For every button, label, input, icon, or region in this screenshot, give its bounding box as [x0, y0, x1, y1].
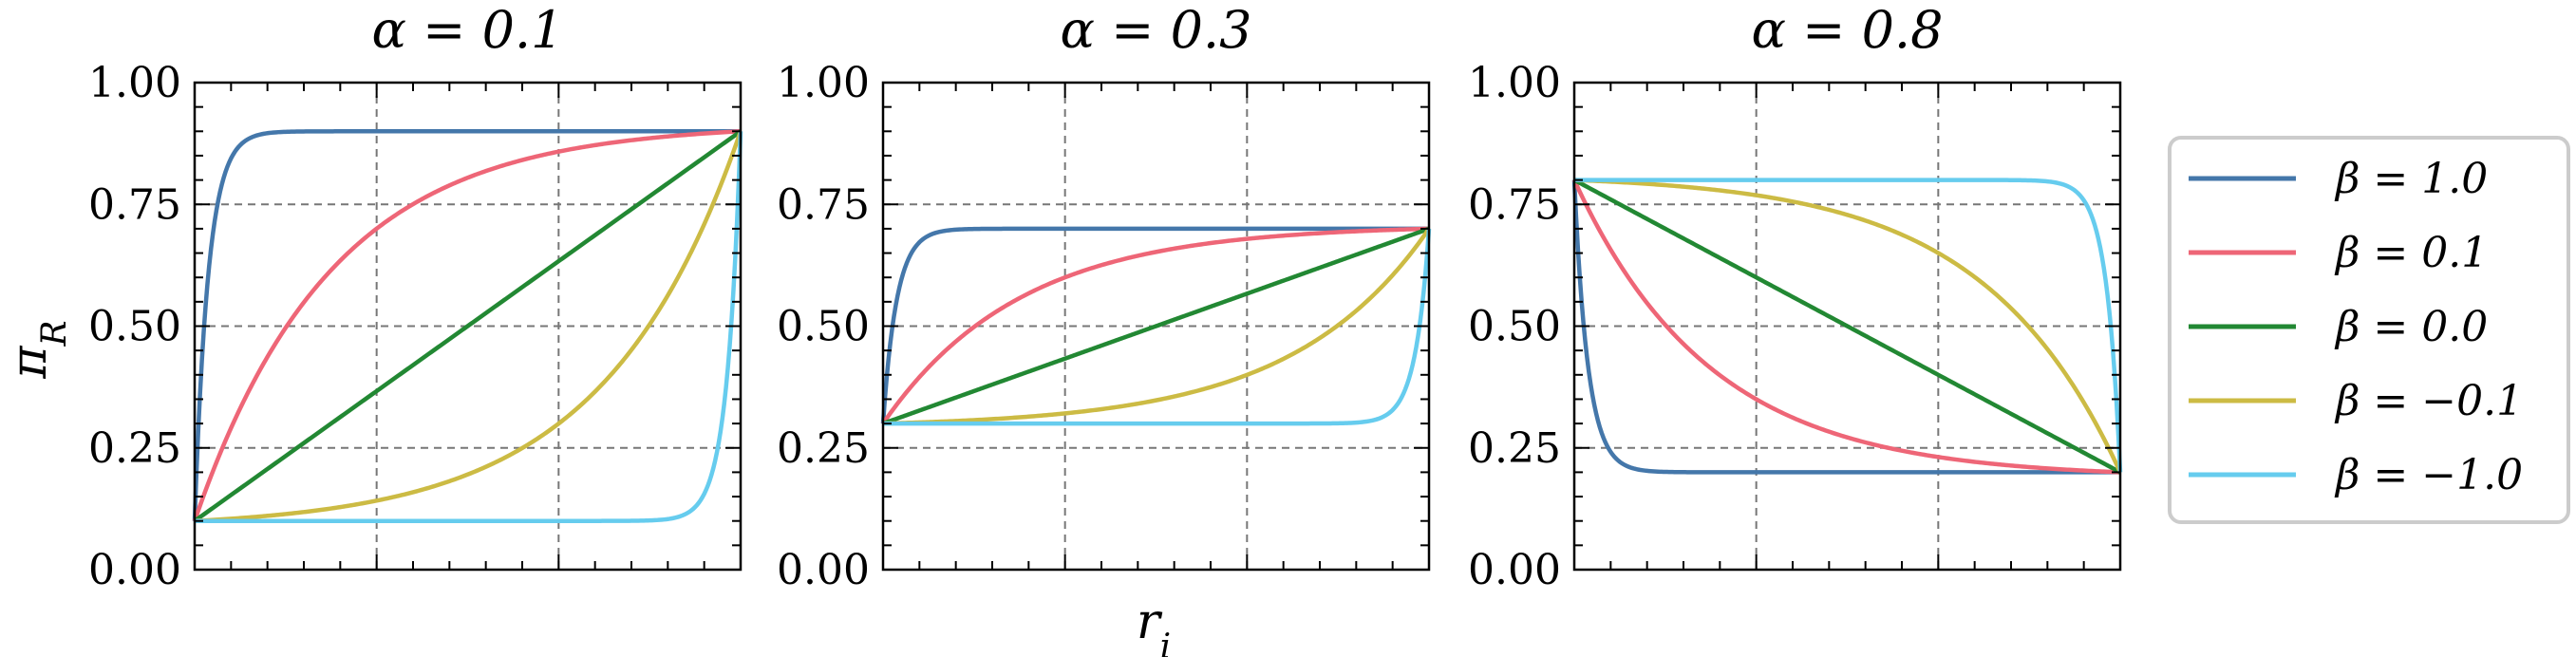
series-line-beta--1: [195, 131, 743, 523]
panel-2: α = 0.3 0.00 0.25 0.50 0.75 1.00: [777, 0, 1432, 594]
y-tick-label: 0.50: [1468, 303, 1561, 351]
legend-entry: β = 0.0: [2334, 303, 2488, 351]
panel-1: α = 0.1 0.00 0.25 0.50 0.75 1.00: [88, 0, 743, 594]
y-tick-label: 0.25: [777, 424, 870, 473]
y-tick-label: 1.00: [777, 59, 870, 107]
panel-title: α = 0.1: [372, 0, 564, 60]
y-tick-label: 0.00: [88, 546, 181, 594]
series-line-beta-1: [192, 129, 741, 521]
y-tick-label: 0.00: [1468, 546, 1561, 594]
legend-box: [2168, 136, 2570, 524]
legend: β = 1.0 β = 0.1 β = 0.0 β = −0.1 β = −1.0: [2168, 136, 2570, 524]
series-line-beta--0.1: [882, 227, 1431, 426]
series-line-beta--1: [883, 228, 1432, 426]
y-tick-label: 1.00: [88, 59, 181, 107]
y-tick-label: 0.50: [88, 303, 181, 351]
panels: α = 0.1 0.00 0.25 0.50 0.75 1.00 α = 0.3 0.00 0.…: [88, 0, 2123, 594]
series-line-beta-1: [880, 226, 1429, 424]
series-line-beta-0: [882, 226, 1430, 426]
legend-entry: β = 0.1: [2334, 229, 2488, 277]
series-line-beta-0.1: [881, 226, 1430, 425]
legend-entry: β = 1.0: [2334, 155, 2488, 203]
series-line-beta-0: [193, 129, 743, 523]
y-tick-label: 0.75: [777, 180, 870, 229]
series-line-beta--1: [1574, 178, 2123, 473]
series-line-beta-0.1: [192, 129, 742, 522]
series-line-beta-1: [1571, 179, 2120, 475]
legend-entry: β = −1.0: [2334, 451, 2523, 499]
legend-entry: β = −0.1: [2334, 377, 2523, 425]
series-line-beta-0: [1572, 178, 2122, 475]
panel-title: α = 0.3: [1061, 0, 1252, 60]
panel-3: α = 0.8 0.00 0.25 0.50 0.75 1.00: [1468, 0, 2123, 594]
series-line-beta--0.1: [1573, 178, 2123, 474]
panel-title: α = 0.8: [1752, 0, 1944, 60]
y-tick-label: 0.75: [1468, 180, 1561, 229]
series-line-beta-0.1: [1571, 178, 2121, 475]
y-tick-label: 0.25: [88, 424, 181, 473]
y-tick-label: 0.25: [1468, 424, 1561, 473]
x-axis-label: ri: [1137, 593, 1171, 657]
series-line-beta--0.1: [194, 130, 743, 523]
y-tick-label: 0.00: [777, 546, 870, 594]
y-tick-label: 0.50: [777, 303, 870, 351]
y-tick-label: 1.00: [1468, 59, 1561, 107]
y-tick-label: 0.75: [88, 180, 181, 229]
y-axis-label: πR: [1, 320, 74, 379]
